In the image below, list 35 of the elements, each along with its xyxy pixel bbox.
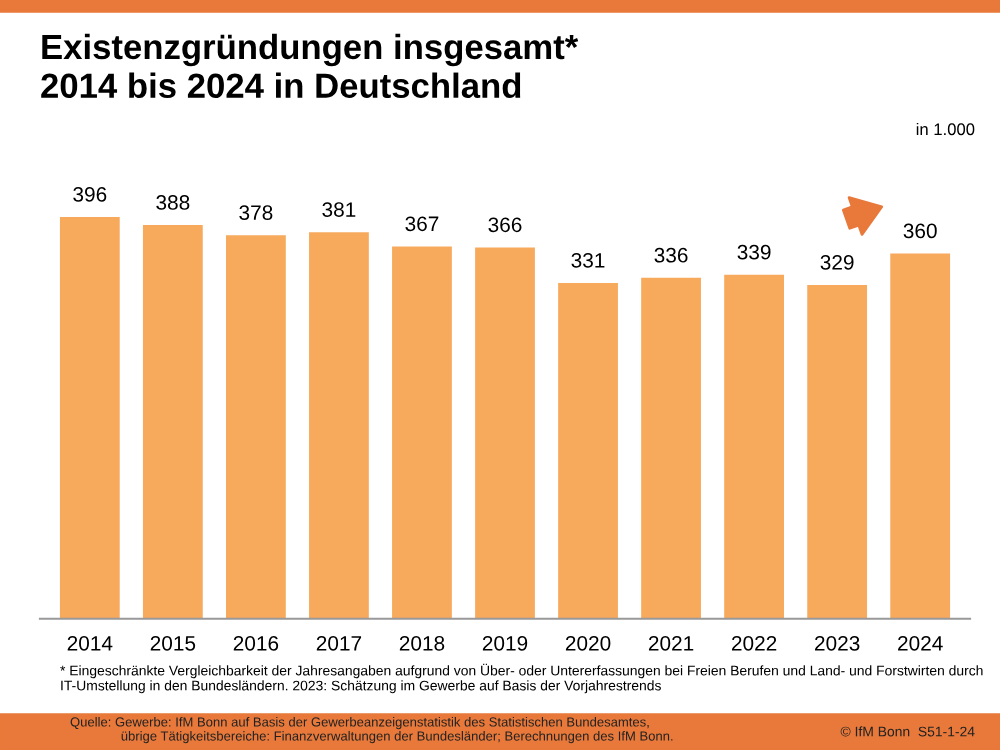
- bar: [641, 277, 701, 619]
- data-label: 396: [73, 186, 107, 202]
- x-tick-label: 2018: [399, 635, 445, 651]
- bar: [59, 216, 120, 619]
- bar: [807, 284, 868, 619]
- x-tick-label: 2024: [898, 635, 943, 651]
- x-tick-label: 2014: [67, 635, 113, 651]
- bar: [724, 274, 784, 619]
- x-tick-label: 2020: [565, 635, 611, 651]
- x-tick-label: 2015: [150, 635, 196, 651]
- bar: [309, 232, 369, 619]
- bar: [890, 253, 951, 619]
- x-tick-label: 2021: [648, 635, 694, 651]
- data-label: 360: [903, 223, 937, 239]
- x-tick-label: 2017: [316, 635, 362, 651]
- chart-title: Existenzgründungen insgesamt* 2014 bis 2024 in Deutschland: [41, 33, 579, 99]
- x-tick-label: 2022: [731, 635, 777, 651]
- data-label: 329: [820, 254, 854, 270]
- x-tick-label: 2019: [482, 635, 528, 651]
- data-label: 339: [737, 244, 771, 260]
- bar: [558, 282, 618, 619]
- y-axis-title: in 1.000: [916, 122, 975, 136]
- data-label: 367: [405, 216, 439, 232]
- bar: [142, 225, 203, 619]
- data-label: 381: [322, 202, 356, 217]
- bar: [475, 247, 535, 619]
- x-tick-label: 2016: [233, 635, 279, 651]
- data-label: 331: [571, 252, 605, 268]
- data-label: 336: [654, 247, 688, 263]
- data-label: 366: [488, 217, 522, 233]
- bar: [226, 235, 286, 619]
- data-label: 378: [239, 205, 273, 220]
- bar: [392, 246, 452, 619]
- x-tick-label: 2023: [815, 635, 860, 651]
- data-label: 388: [156, 195, 190, 210]
